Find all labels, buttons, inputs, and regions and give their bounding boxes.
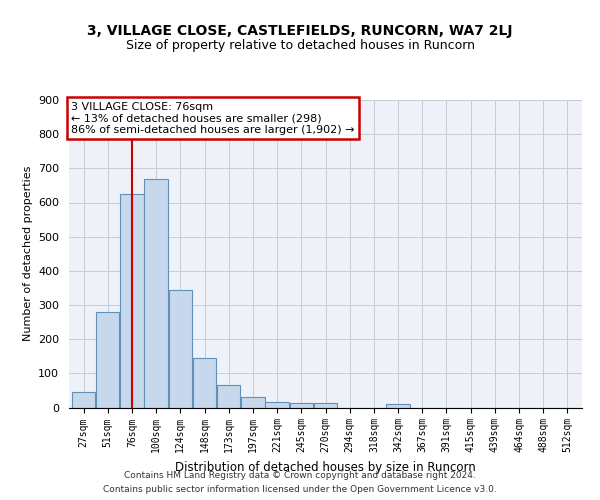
Bar (169, 290, 192, 408)
Text: Contains public sector information licensed under the Open Government Licence v3: Contains public sector information licen… (103, 484, 497, 494)
Bar (386, 404, 410, 407)
Bar (217, 384, 241, 407)
Text: Contains HM Land Registry data © Crown copyright and database right 2024.: Contains HM Land Registry data © Crown c… (124, 472, 476, 480)
Bar (314, 404, 337, 407)
Bar (241, 397, 265, 407)
Bar (265, 402, 289, 407)
Bar (290, 404, 313, 407)
Bar (72, 392, 95, 407)
X-axis label: Distribution of detached houses by size in Runcorn: Distribution of detached houses by size … (175, 461, 476, 474)
Bar (96, 312, 119, 408)
Y-axis label: Number of detached properties: Number of detached properties (23, 166, 32, 342)
Text: 3, VILLAGE CLOSE, CASTLEFIELDS, RUNCORN, WA7 2LJ: 3, VILLAGE CLOSE, CASTLEFIELDS, RUNCORN,… (87, 24, 513, 38)
Bar (193, 358, 216, 408)
Bar (145, 178, 168, 408)
Bar (120, 194, 143, 408)
Text: 3 VILLAGE CLOSE: 76sqm
← 13% of detached houses are smaller (298)
86% of semi-de: 3 VILLAGE CLOSE: 76sqm ← 13% of detached… (71, 102, 355, 135)
Text: Size of property relative to detached houses in Runcorn: Size of property relative to detached ho… (125, 40, 475, 52)
